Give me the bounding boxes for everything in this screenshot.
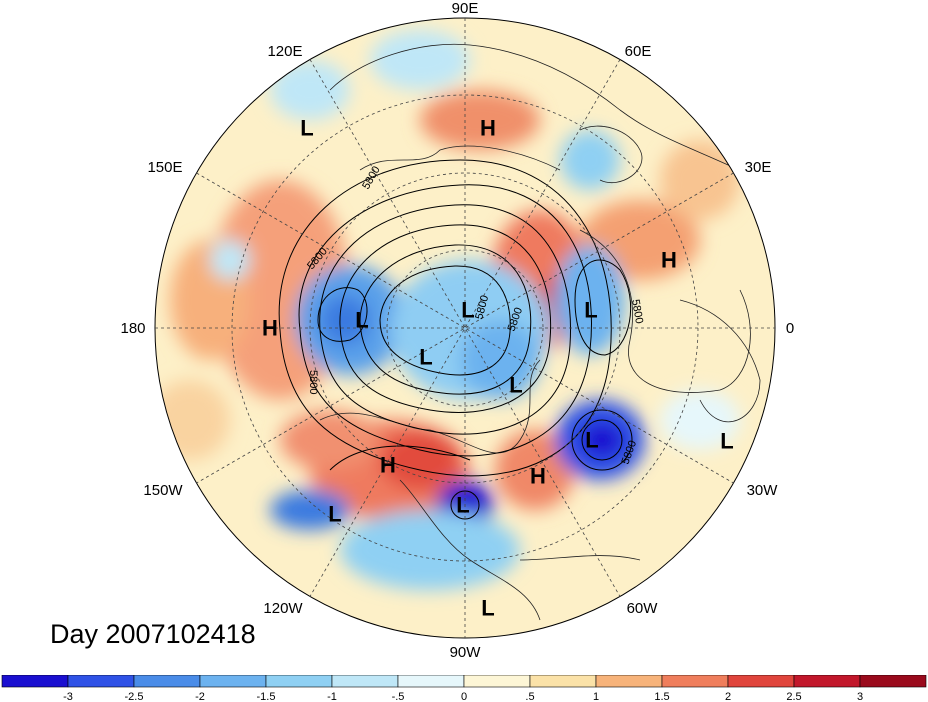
colorbar-tick-label: 0	[461, 691, 467, 702]
pressure-center: L	[461, 298, 474, 323]
pressure-center: L	[585, 428, 598, 453]
pressure-center: L	[509, 373, 522, 398]
colorbar-swatch	[133, 675, 201, 688]
graticule	[155, 18, 775, 638]
colorbar-tick-label: 3	[857, 691, 863, 702]
pressure-centers: L H H L H L L L L L H H L L L L	[262, 116, 734, 621]
coastlines	[319, 43, 761, 621]
colorbar-swatch	[397, 675, 465, 688]
lon-label-60w: 60W	[627, 600, 659, 617]
pressure-center: L	[355, 308, 368, 333]
colorbar-tick-label: -1	[327, 691, 337, 702]
contour-label: 5800	[307, 370, 319, 394]
colorbar-swatch	[661, 675, 729, 688]
colorbar-tick-label: 1	[593, 691, 599, 702]
lon-label-90w: 90W	[450, 644, 482, 661]
colorbar-swatch	[199, 675, 267, 688]
colorbar: -3 -2.5 -2 -1.5 -1 -.5 0 .5 1 1.5 2 2.5 3	[1, 675, 927, 702]
height-contours	[278, 159, 633, 520]
pressure-center: L	[720, 429, 733, 454]
colorbar-tick-label: -2	[195, 691, 205, 702]
colorbar-swatches	[1, 675, 927, 688]
colorbar-swatch	[529, 675, 597, 688]
pressure-center: L	[328, 502, 341, 527]
colorbar-tick-label: -2.5	[125, 691, 144, 702]
pressure-center: L	[481, 596, 494, 621]
colorbar-tick-label: -3	[63, 691, 73, 702]
pressure-center: H	[380, 453, 396, 478]
lon-label-180: 180	[120, 320, 145, 337]
colorbar-swatch	[331, 675, 399, 688]
pressure-center: L	[584, 298, 597, 323]
pressure-center: L	[300, 116, 313, 141]
longitude-labels: 90E 60E 30E 0 30W 60W 90W 120W 150W 180 …	[120, 0, 794, 661]
colorbar-tick-label: .5	[525, 691, 534, 702]
lon-label-90e: 90E	[452, 0, 479, 17]
colorbar-swatch	[727, 675, 795, 688]
contour-label: 5800	[629, 298, 645, 324]
colorbar-tick-labels: -3 -2.5 -2 -1.5 -1 -.5 0 .5 1 1.5 2 2.5 3	[63, 691, 863, 702]
colorbar-tick-label: 2.5	[786, 691, 801, 702]
pressure-center: H	[530, 464, 546, 489]
anomaly-field	[155, 18, 775, 638]
colorbar-swatch	[859, 675, 927, 688]
colorbar-tick-label: -1.5	[257, 691, 276, 702]
colorbar-swatch	[595, 675, 663, 688]
lon-label-120e: 120E	[267, 43, 302, 60]
colorbar-swatch	[265, 675, 333, 688]
lon-label-30w: 30W	[747, 482, 779, 499]
pressure-center: H	[262, 316, 278, 341]
lon-label-120w: 120W	[263, 600, 303, 617]
lon-label-150w: 150W	[143, 482, 183, 499]
pressure-center: H	[480, 116, 496, 141]
pressure-center: L	[419, 345, 432, 370]
map-title: Day 2007102418	[50, 619, 256, 649]
lon-label-60e: 60E	[625, 43, 652, 60]
colorbar-tick-label: -.5	[392, 691, 405, 702]
colorbar-swatch	[67, 675, 135, 688]
colorbar-swatch	[793, 675, 861, 688]
colorbar-tick-label: 1.5	[654, 691, 669, 702]
colorbar-tick-label: 2	[725, 691, 731, 702]
pressure-center: H	[661, 248, 677, 273]
lon-label-30e: 30E	[745, 159, 772, 176]
lon-label-0: 0	[786, 320, 794, 337]
lon-label-150e: 150E	[147, 159, 182, 176]
colorbar-swatch	[1, 675, 69, 688]
pressure-center: L	[456, 493, 469, 518]
colorbar-swatch	[463, 675, 531, 688]
